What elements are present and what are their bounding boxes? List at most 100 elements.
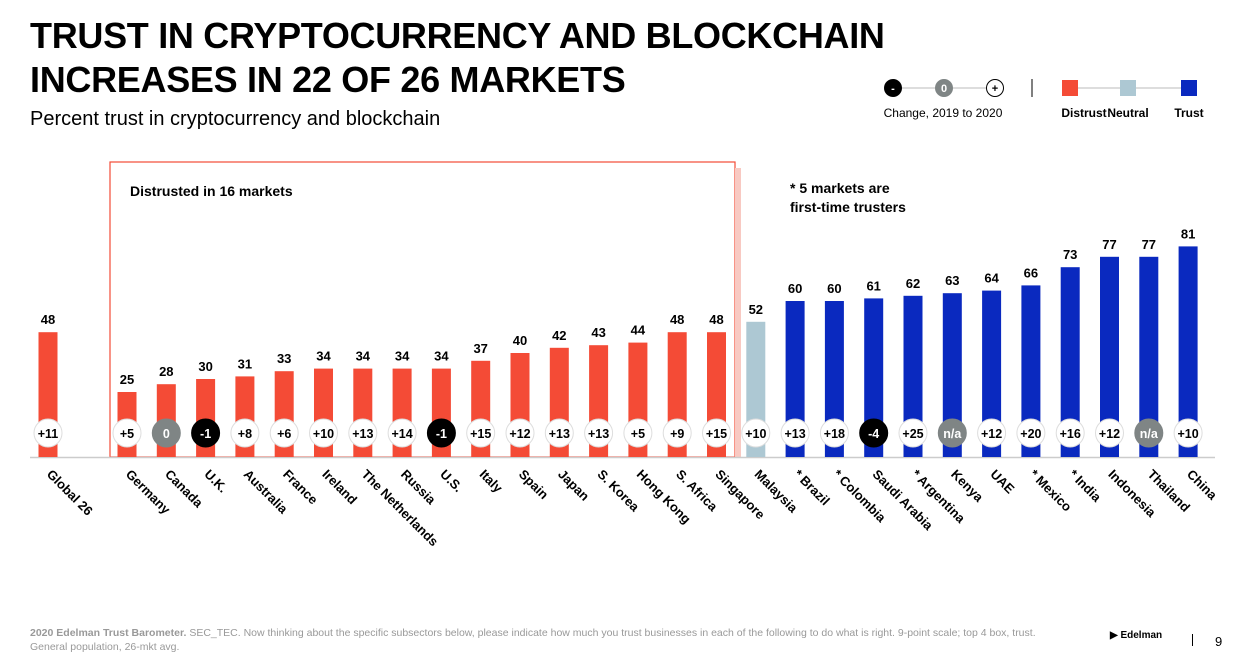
category-label: China xyxy=(1184,467,1221,504)
legend-change-symbol: - xyxy=(891,83,895,95)
bar xyxy=(824,301,844,457)
value-label: 33 xyxy=(277,351,291,366)
change-bubble xyxy=(505,418,535,448)
value-label: 64 xyxy=(984,271,999,286)
change-label: +10 xyxy=(745,427,766,441)
change-label: -4 xyxy=(868,427,879,441)
change-bubble xyxy=(309,418,338,448)
value-label: 62 xyxy=(906,276,920,291)
legend-trust-label: Trust xyxy=(1174,106,1203,120)
change-bubble xyxy=(584,418,614,448)
change-label: +13 xyxy=(588,427,609,441)
value-label: 48 xyxy=(41,312,55,327)
page-number: 9 xyxy=(1215,634,1223,649)
category-label: UAE xyxy=(987,467,1017,497)
distrust-annotation: Distrusted in 16 markets xyxy=(130,183,293,199)
change-label: +11 xyxy=(38,427,59,441)
value-label: 73 xyxy=(1063,247,1077,262)
footer-source-text: SEC_TEC. Now thinking about the specific… xyxy=(30,627,1036,653)
change-label: +9 xyxy=(670,427,684,441)
change-label: +18 xyxy=(824,427,845,441)
distrust-box-shadow xyxy=(735,168,741,457)
value-label: 43 xyxy=(591,325,605,340)
change-label: +10 xyxy=(1177,427,1198,441)
value-label: 60 xyxy=(788,281,802,296)
category-label: Spain xyxy=(516,467,552,503)
bar xyxy=(1139,256,1159,457)
category-label: Global 26 xyxy=(44,467,96,519)
change-bubble xyxy=(544,418,574,448)
change-bubble xyxy=(33,418,63,448)
bar xyxy=(785,301,805,457)
change-bubble xyxy=(466,418,496,448)
change-label: +12 xyxy=(1099,427,1120,441)
change-bubble xyxy=(1134,418,1164,448)
category-label: Japan xyxy=(555,467,592,504)
change-label: -1 xyxy=(200,427,211,441)
legend-change-symbol: + xyxy=(992,83,998,95)
value-label: 63 xyxy=(945,273,959,288)
change-label: +10 xyxy=(313,427,334,441)
change-bubble xyxy=(1016,418,1046,448)
change-bubble xyxy=(662,418,692,448)
bar xyxy=(903,295,923,457)
legend-neutral-label: Neutral xyxy=(1107,106,1148,120)
change-label: +6 xyxy=(277,427,291,441)
change-label: n/a xyxy=(943,427,962,441)
legend-neutral-swatch xyxy=(1120,80,1136,96)
value-label: 77 xyxy=(1142,237,1156,252)
legend-change-label: Change, 2019 to 2020 xyxy=(884,106,1003,120)
change-bubble xyxy=(898,418,928,448)
change-bubble xyxy=(112,418,142,448)
first-time-annotation-1: * 5 markets are xyxy=(790,180,890,196)
change-label: n/a xyxy=(1140,427,1159,441)
change-bubble xyxy=(387,418,417,448)
category-label: * Mexico xyxy=(1027,467,1075,515)
change-bubble xyxy=(230,418,260,448)
change-bubble xyxy=(702,418,731,448)
change-label: +12 xyxy=(509,427,530,441)
value-label: 37 xyxy=(473,341,487,356)
value-label: 30 xyxy=(198,359,212,374)
value-label: 25 xyxy=(120,372,134,387)
change-bubble xyxy=(937,418,967,448)
brand-name: Edelman xyxy=(1120,630,1163,641)
change-bubble xyxy=(269,418,299,448)
footer-source: 2020 Edelman Trust Barometer. SEC_TEC. N… xyxy=(30,626,1070,654)
change-label: +15 xyxy=(470,427,491,441)
category-label: Kenya xyxy=(948,467,987,506)
change-label: +13 xyxy=(784,427,805,441)
footer-divider xyxy=(1192,634,1193,646)
change-label: +13 xyxy=(549,427,570,441)
change-label: +14 xyxy=(391,427,412,441)
bar xyxy=(942,293,962,457)
value-label: 42 xyxy=(552,328,566,343)
value-label: 40 xyxy=(513,333,527,348)
change-bubble xyxy=(1055,418,1085,448)
value-label: 34 xyxy=(356,349,371,364)
bar xyxy=(1178,246,1198,457)
first-time-annotation-2: first-time trusters xyxy=(790,199,906,215)
category-label: U.S. xyxy=(437,467,465,495)
value-label: 60 xyxy=(827,281,841,296)
change-label: -1 xyxy=(436,427,447,441)
change-label: +25 xyxy=(902,427,923,441)
category-label: Italy xyxy=(477,467,507,497)
value-label: 66 xyxy=(1024,265,1038,280)
legend-change-bubble xyxy=(935,79,953,97)
value-label: 44 xyxy=(631,323,646,338)
change-bubble xyxy=(151,418,181,448)
bar xyxy=(1060,267,1080,457)
legend-distrust-label: Distrust xyxy=(1061,106,1106,120)
title-line-1: TRUST IN CRYPTOCURRENCY AND BLOCKCHAIN xyxy=(30,15,885,56)
change-label: +8 xyxy=(238,427,252,441)
change-label: +5 xyxy=(120,427,134,441)
value-label: 48 xyxy=(709,312,723,327)
legend-trust-swatch xyxy=(1181,80,1197,96)
change-label: 0 xyxy=(163,427,170,441)
legend-change-bubble xyxy=(986,79,1004,97)
value-label: 48 xyxy=(670,312,684,327)
legend-distrust-swatch xyxy=(1062,80,1078,96)
bar xyxy=(982,290,1002,457)
change-label: +5 xyxy=(631,427,645,441)
